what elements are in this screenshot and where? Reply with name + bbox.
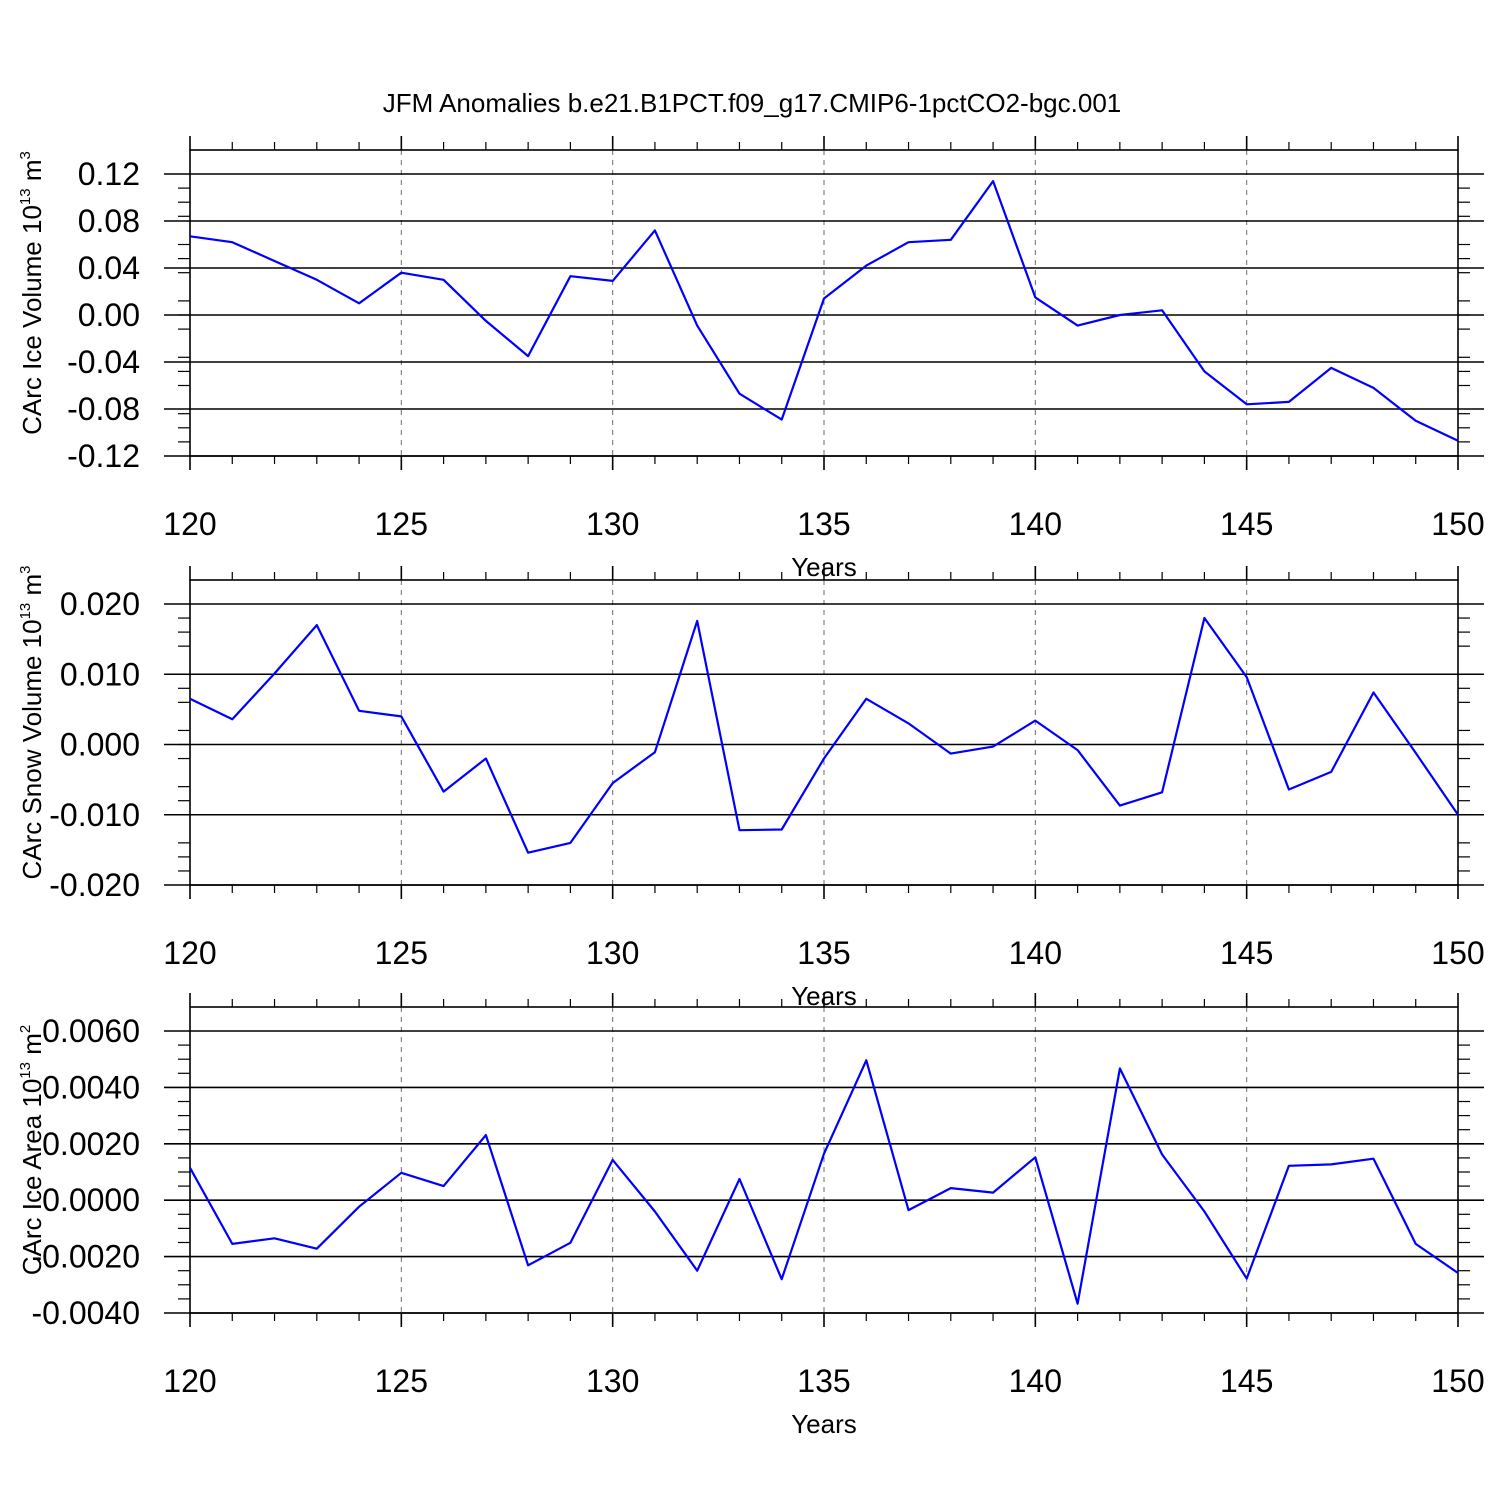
y-tick-label: -0.0040 <box>31 1295 140 1331</box>
x-tick-label: 135 <box>797 935 850 971</box>
x-tick-label: 130 <box>586 506 639 542</box>
x-tick-label: 120 <box>163 935 216 971</box>
x-grid <box>400 580 1248 885</box>
y-axis-label: CArc Ice Area 1013 m2 <box>17 1025 47 1275</box>
y-tick-label: 0.0000 <box>42 1182 140 1218</box>
y-tick-label: 0.020 <box>60 586 140 622</box>
x-tick-label: 150 <box>1431 935 1484 971</box>
series-line <box>189 616 1459 854</box>
x-tick-label: 140 <box>1009 1363 1062 1399</box>
x-tick-label: 145 <box>1220 1363 1273 1399</box>
y-tick-label: 0.010 <box>60 656 140 692</box>
x-tick-label: 140 <box>1009 935 1062 971</box>
y-tick-label: 0.08 <box>78 203 140 239</box>
y-tick-label: -0.12 <box>67 438 140 474</box>
chart-title: JFM Anomalies b.e21.B1PCT.f09_g17.CMIP6-… <box>383 88 1122 118</box>
x-tick-label: 145 <box>1220 506 1273 542</box>
panel-snow-volume: -0.020 -0.010 0.000 0.010 0.020 120 125 130 135… <box>17 565 1485 1011</box>
x-tick-labels: 120 125 130 135 140 145 150 <box>163 506 1484 542</box>
x-grid <box>400 150 1248 456</box>
minor-ticks <box>178 142 1470 464</box>
x-tick-label: 130 <box>586 935 639 971</box>
x-tick-label: 140 <box>1009 506 1062 542</box>
x-tick-labels: 120 125 130 135 140 145 150 <box>163 1363 1484 1399</box>
y-tick-label: -0.010 <box>49 797 140 833</box>
y-tick-label: -0.020 <box>49 867 140 903</box>
y-tick-label: -0.04 <box>67 344 140 380</box>
plot-frame <box>189 149 1459 457</box>
y-tick-label: 0.0020 <box>42 1126 140 1162</box>
x-tick-label: 125 <box>375 506 428 542</box>
x-tick-label: 135 <box>797 1363 850 1399</box>
y-tick-labels: -0.020 -0.010 0.000 0.010 0.020 <box>49 586 140 903</box>
panel-ice-area: -0.0040 -0.0020 0.0000 0.0020 0.0040 0.0060 1… <box>17 993 1485 1439</box>
y-axis-label: CArc Ice Volume 1013 m3 <box>17 151 47 435</box>
y-tick-label: 0.00 <box>78 297 140 333</box>
y-tick-label: -0.08 <box>67 391 140 427</box>
x-tick-label: 150 <box>1431 506 1484 542</box>
x-tick-label: 120 <box>163 506 216 542</box>
x-tick-label: 145 <box>1220 935 1273 971</box>
y-tick-labels: -0.0040 -0.0020 0.0000 0.0020 0.0040 0.0060 <box>31 1013 140 1331</box>
x-tick-label: 150 <box>1431 1363 1484 1399</box>
plot-frame <box>189 579 1459 886</box>
y-tick-label: 0.000 <box>60 727 140 763</box>
major-ticks <box>164 566 1484 899</box>
panel-ice-volume: -0.12 -0.08 -0.04 0.00 0.04 0.08 0.12 120 125 13… <box>17 136 1485 582</box>
x-tick-label: 125 <box>375 935 428 971</box>
y-tick-label: 0.04 <box>78 250 140 286</box>
y-tick-label: 0.12 <box>78 156 140 192</box>
series-line <box>189 1059 1459 1305</box>
series-line <box>189 180 1459 442</box>
y-tick-label: 0.0060 <box>42 1013 140 1049</box>
x-tick-label: 130 <box>586 1363 639 1399</box>
x-tick-labels: 120 125 130 135 140 145 150 <box>163 935 1484 971</box>
plot-frame <box>189 1006 1459 1314</box>
x-tick-label: 135 <box>797 506 850 542</box>
minor-ticks <box>178 999 1470 1321</box>
x-tick-label: 125 <box>375 1363 428 1399</box>
y-tick-label: 0.0040 <box>42 1069 140 1105</box>
x-axis-label: Years <box>791 1409 857 1439</box>
y-tick-label: -0.0020 <box>31 1239 140 1275</box>
x-tick-label: 120 <box>163 1363 216 1399</box>
y-axis-label: CArc Snow Volume 1013 m3 <box>17 565 47 879</box>
y-tick-labels: -0.12 -0.08 -0.04 0.00 0.04 0.08 0.12 <box>67 156 140 474</box>
